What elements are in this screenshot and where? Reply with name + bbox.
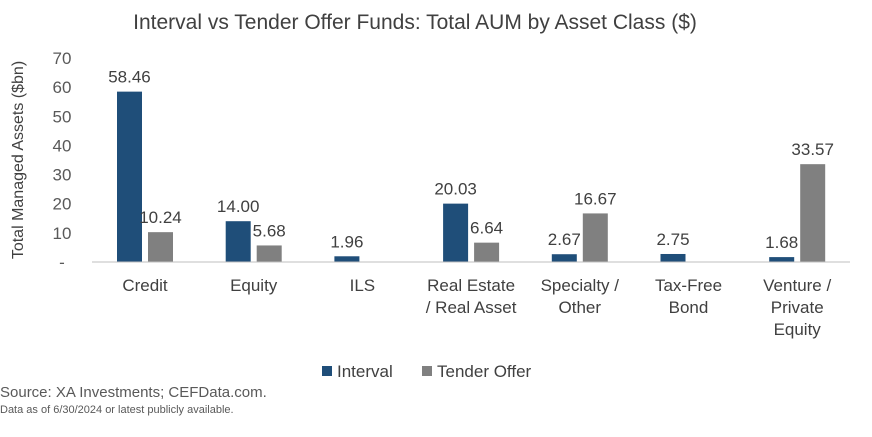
data-label: 58.46 [108, 68, 151, 87]
data-label: 6.64 [470, 219, 503, 238]
source-note: Source: XA Investments; CEFData.com. [0, 384, 267, 401]
legend-label: Tender Offer [437, 362, 532, 380]
bar-interval [443, 203, 469, 262]
legend-swatch [422, 366, 432, 376]
data-label: 10.24 [139, 208, 182, 227]
bar-tender-offer [148, 232, 173, 262]
x-tick-label: Private [771, 298, 824, 317]
x-tick-label: Credit [122, 276, 168, 295]
bar-interval [660, 253, 686, 262]
chart-title: Interval vs Tender Offer Funds: Total AU… [133, 11, 697, 34]
data-label: 2.75 [656, 230, 689, 249]
y-tick-label: 20 [53, 195, 72, 214]
legend-label: Interval [337, 362, 393, 380]
x-tick-label: Tax-Free [655, 276, 722, 295]
data-label: 33.57 [791, 140, 834, 159]
bar-interval [117, 91, 142, 262]
bar-chart: Interval vs Tender Offer Funds: Total AU… [10, 11, 850, 381]
bar-interval [769, 257, 795, 262]
x-tick-label: Specialty / [541, 276, 620, 295]
y-tick-label: - [59, 253, 65, 272]
x-tick-label: Equity [230, 276, 278, 295]
x-tick-label: / Real Asset [426, 298, 517, 317]
data-label: 5.68 [253, 221, 286, 240]
data-label: 1.96 [330, 232, 363, 251]
y-tick-label: 10 [53, 224, 72, 243]
y-tick-label: 40 [53, 136, 72, 155]
x-tick-label: Venture / [763, 276, 831, 295]
data-label: 20.03 [434, 180, 477, 199]
bar-tender-offer [800, 164, 826, 262]
y-axis-label: Total Managed Assets ($bn) [10, 61, 27, 259]
x-tick-label: Bond [669, 298, 709, 317]
data-date-note: Data as of 6/30/2024 or latest publicly … [0, 404, 234, 416]
data-label: 14.00 [217, 197, 260, 216]
data-label: 16.67 [574, 189, 617, 208]
x-tick-label: Other [559, 298, 602, 317]
bar-interval [334, 256, 360, 262]
x-tick-label: Real Estate [427, 276, 515, 295]
y-tick-label: 30 [53, 166, 72, 185]
y-tick-label: 70 [53, 49, 72, 68]
bar-interval [551, 254, 577, 262]
x-tick-label: Equity [774, 320, 822, 339]
bar-tender-offer [582, 213, 608, 262]
legend-swatch [322, 366, 332, 376]
data-label: 1.68 [765, 233, 798, 252]
x-tick-label: ILS [350, 276, 376, 295]
bar-tender-offer [474, 242, 500, 262]
y-tick-label: 50 [53, 107, 72, 126]
y-tick-label: 60 [53, 78, 72, 97]
data-label: 2.67 [548, 230, 581, 249]
bar-interval [225, 221, 251, 262]
bar-tender-offer [256, 245, 282, 262]
